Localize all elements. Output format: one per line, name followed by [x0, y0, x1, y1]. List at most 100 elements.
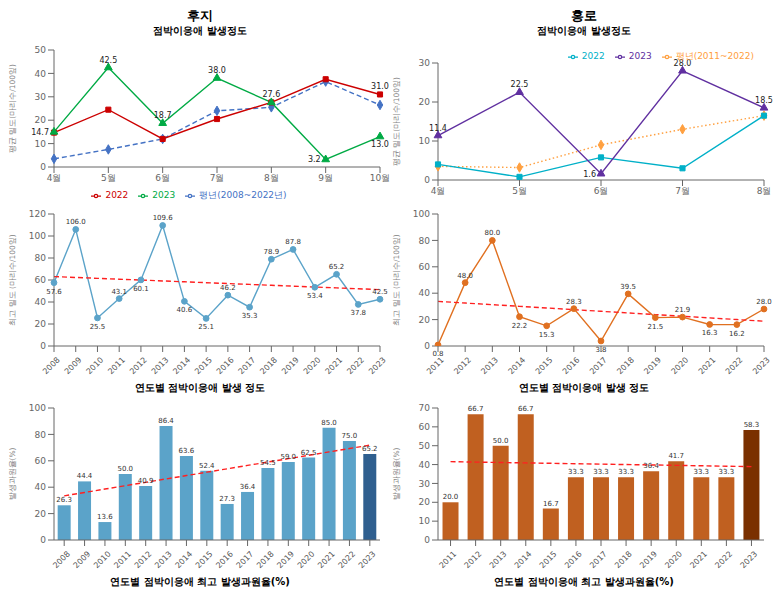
svg-text:30: 30	[35, 92, 47, 102]
svg-text:38.0: 38.0	[208, 66, 226, 75]
svg-text:30: 30	[419, 58, 431, 68]
svg-text:36.4: 36.4	[240, 483, 256, 491]
svg-text:2019: 2019	[638, 549, 659, 570]
svg-text:43.1: 43.1	[111, 288, 127, 296]
svg-text:33.3: 33.3	[618, 468, 634, 476]
svg-text:80: 80	[35, 253, 47, 263]
svg-text:0: 0	[40, 341, 46, 351]
svg-text:75.0: 75.0	[342, 432, 358, 440]
svg-text:31.0: 31.0	[371, 82, 389, 91]
svg-text:100: 100	[29, 403, 46, 413]
svg-text:60: 60	[419, 422, 431, 432]
svg-text:28.3: 28.3	[566, 298, 582, 306]
svg-text:2019: 2019	[280, 355, 301, 376]
svg-text:0: 0	[424, 341, 430, 351]
svg-text:25.1: 25.1	[198, 323, 214, 331]
svg-text:2018: 2018	[615, 355, 636, 376]
svg-text:2012: 2012	[463, 549, 484, 570]
svg-text:53.4: 53.4	[307, 292, 323, 300]
svg-text:2016: 2016	[563, 549, 584, 570]
svg-text:5월: 5월	[101, 173, 116, 183]
svg-text:7월: 7월	[210, 173, 225, 183]
svg-text:60: 60	[419, 262, 431, 272]
svg-text:2020: 2020	[302, 355, 323, 376]
svg-text:36.4: 36.4	[643, 462, 659, 470]
svg-text:60: 60	[35, 275, 47, 285]
svg-text:50: 50	[419, 441, 431, 451]
svg-text:21.9: 21.9	[675, 306, 691, 314]
svg-text:63.6: 63.6	[179, 447, 195, 455]
svg-text:33.3: 33.3	[693, 468, 709, 476]
svg-text:2012: 2012	[133, 549, 154, 570]
svg-text:10: 10	[419, 516, 431, 526]
svg-text:33.3: 33.3	[719, 468, 735, 476]
svg-text:28.0: 28.0	[756, 298, 772, 306]
svg-text:6월: 6월	[155, 173, 170, 183]
svg-text:46.2: 46.2	[220, 284, 236, 292]
svg-text:6월: 6월	[594, 186, 609, 196]
svg-text:13.6: 13.6	[97, 513, 113, 521]
svg-text:54.5: 54.5	[260, 459, 276, 467]
svg-text:22.2: 22.2	[512, 322, 528, 330]
svg-text:2013: 2013	[479, 355, 500, 376]
svg-text:2018: 2018	[613, 549, 634, 570]
svg-text:발생과원율(%): 발생과원율(%)	[392, 447, 401, 500]
svg-text:39.5: 39.5	[620, 283, 636, 291]
svg-text:20: 20	[35, 115, 47, 125]
svg-text:2020: 2020	[670, 355, 691, 376]
svg-text:37.8: 37.8	[350, 309, 366, 317]
svg-text:40: 40	[35, 69, 47, 79]
svg-text:27.3: 27.3	[219, 495, 235, 503]
svg-text:100: 100	[29, 231, 46, 241]
svg-text:15.3: 15.3	[539, 331, 555, 339]
svg-text:2020: 2020	[663, 549, 684, 570]
svg-text:2015: 2015	[534, 355, 555, 376]
svg-text:62.5: 62.5	[301, 449, 317, 457]
svg-text:2009: 2009	[72, 549, 93, 570]
svg-text:2016: 2016	[215, 355, 236, 376]
svg-text:2014: 2014	[507, 355, 528, 376]
svg-text:65.2: 65.2	[329, 263, 345, 271]
svg-text:20: 20	[419, 97, 431, 107]
svg-text:2015: 2015	[193, 355, 214, 376]
svg-text:3.2: 3.2	[308, 155, 321, 164]
svg-text:59.0: 59.0	[280, 453, 296, 461]
svg-text:87.8: 87.8	[285, 238, 301, 246]
svg-text:16.3: 16.3	[702, 329, 718, 337]
svg-text:80: 80	[419, 236, 431, 246]
svg-text:2014: 2014	[513, 549, 534, 570]
svg-text:2021: 2021	[324, 355, 345, 376]
svg-text:50: 50	[35, 45, 47, 55]
svg-text:40.9: 40.9	[138, 477, 154, 485]
svg-text:2008: 2008	[41, 355, 62, 376]
svg-text:2008: 2008	[51, 549, 72, 570]
svg-text:2012: 2012	[452, 355, 473, 376]
svg-text:최고 밀도 (마리수/100잎): 최고 밀도 (마리수/100잎)	[8, 234, 17, 326]
svg-text:2019: 2019	[642, 355, 663, 376]
svg-text:0: 0	[40, 162, 46, 172]
svg-text:2015: 2015	[194, 549, 215, 570]
svg-text:2016: 2016	[214, 549, 235, 570]
svg-text:28.0: 28.0	[674, 59, 692, 68]
svg-text:2016: 2016	[561, 355, 582, 376]
svg-text:22.5: 22.5	[511, 80, 529, 89]
svg-text:2021: 2021	[697, 355, 718, 376]
svg-text:44.4: 44.4	[77, 472, 93, 480]
svg-text:18.5: 18.5	[755, 96, 773, 105]
svg-text:2022: 2022	[345, 355, 366, 376]
svg-text:16.7: 16.7	[543, 500, 559, 508]
svg-text:9월: 9월	[318, 173, 333, 183]
svg-text:16.2: 16.2	[729, 330, 745, 338]
svg-text:66.7: 66.7	[518, 405, 534, 413]
svg-text:20: 20	[35, 319, 47, 329]
svg-text:2023: 2023	[751, 355, 772, 376]
svg-text:0: 0	[424, 535, 430, 545]
svg-text:최고 밀도 (마리수/100잎): 최고 밀도 (마리수/100잎)	[392, 234, 401, 326]
svg-text:40: 40	[35, 482, 47, 492]
svg-text:10: 10	[35, 139, 47, 149]
svg-text:2009: 2009	[63, 355, 84, 376]
svg-text:33.3: 33.3	[593, 468, 609, 476]
svg-text:18.7: 18.7	[154, 111, 172, 120]
svg-text:80.0: 80.0	[485, 229, 501, 237]
svg-text:11.4: 11.4	[429, 124, 447, 133]
